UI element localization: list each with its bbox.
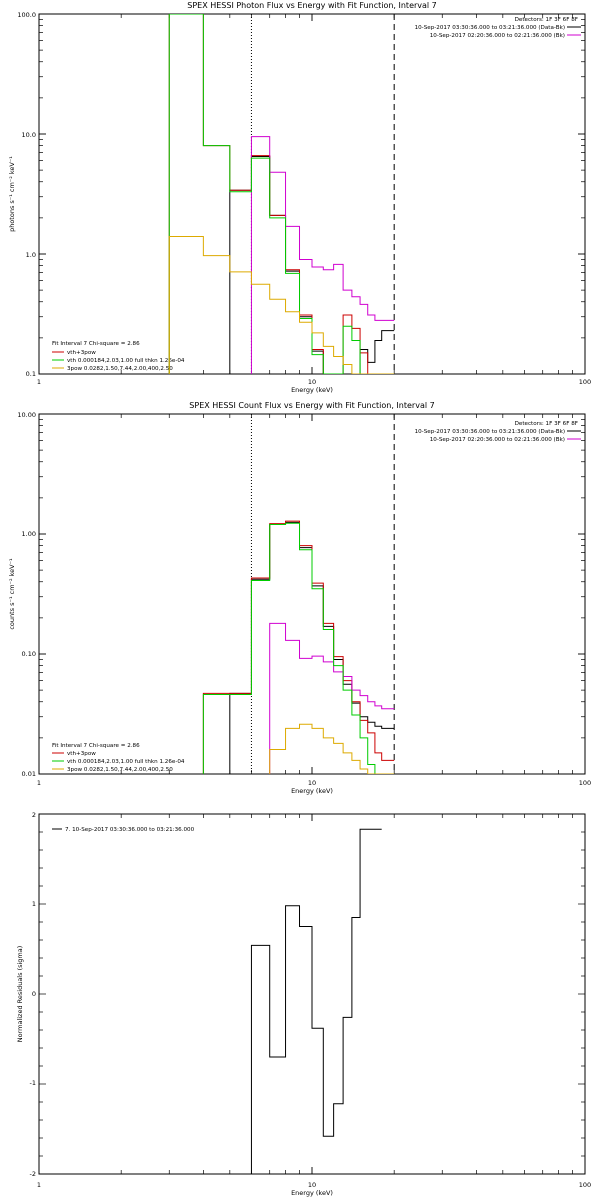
photon-header-line-2: 10-Sep-2017 03:30:36.000 to 03:21:36.000…: [415, 25, 565, 31]
count-legend-label-1: vth+3pow: [67, 751, 96, 757]
residuals-x-label: Energy (keV): [291, 1189, 333, 1197]
photon-series-3pow: [168, 235, 395, 374]
photon-x-tick-100: 100: [579, 378, 591, 386]
photon-x-tick-10: 10: [308, 378, 316, 386]
photon-legend-label-1: vth+3pow: [67, 350, 96, 356]
count-x-label: Energy (keV): [291, 787, 333, 795]
count-legend-label-3: 3pow 0.0282,1.50,7.44,2.00,400,2.50: [67, 767, 173, 773]
photon-y-tick-10: 10.0: [22, 131, 36, 139]
count-series-vth: [202, 522, 395, 774]
photon-y-tick-100: 100.0: [17, 11, 36, 19]
photon-series-vth: [168, 14, 395, 374]
photon-header-line-3: 10-Sep-2017 02:20:36.000 to 02:21:36.000…: [430, 33, 565, 39]
photon-y-tick-1: 1.0: [26, 251, 36, 259]
count-fit-caption: Fit Interval 7 Chi-square = 2.86: [52, 743, 140, 749]
residuals-y-tick-neg1: -1: [30, 1079, 36, 1087]
count-plot-area: [38, 413, 586, 775]
residuals-y-tick-neg2: -2: [30, 1170, 36, 1178]
residuals-x-tick-1: 1: [37, 1181, 41, 1189]
photon-plot-area: [38, 13, 586, 375]
count-y-label: counts s⁻¹ cm⁻² keV⁻¹: [8, 558, 16, 630]
residuals-y-tick-2: 2: [32, 811, 36, 819]
count-y-tick-0.01: 0.01: [22, 770, 36, 778]
count-x-tick-100: 100: [579, 779, 591, 787]
count-series-bk: [269, 622, 395, 774]
count-x-tick-10: 10: [308, 779, 316, 787]
photon-series-bk: [250, 136, 395, 374]
photon-flux-panel: SPEX HESSI Photon Flux vs Energy with Fi…: [8, 1, 591, 394]
count-y-tick-1: 1.00: [22, 530, 36, 538]
photon-x-tick-1: 1: [37, 378, 41, 386]
count-x-tick-1: 1: [37, 779, 41, 787]
residuals-y-tick-1: 1: [32, 900, 36, 908]
photon-fit-caption: Fit Interval 7 Chi-square = 2.86: [52, 341, 140, 347]
count-panel-title: SPEX HESSI Count Flux vs Energy with Fit…: [189, 401, 434, 410]
residuals-x-tick-100: 100: [579, 1181, 591, 1189]
residuals-legend-label: 7. 10-Sep-2017 03:30:36.000 to 03:21:36.…: [65, 827, 195, 833]
residuals-series-residual: [250, 828, 382, 1174]
photon-y-label: photons s⁻¹ cm⁻² keV⁻¹: [8, 156, 16, 232]
photon-legend-label-2: vth 0.000184,2.03,1.00 full thkn 1.26e-0…: [67, 358, 185, 364]
count-series-3pow: [269, 723, 395, 774]
residuals-y-tick-0: 0: [32, 990, 36, 998]
photon-panel-title: SPEX HESSI Photon Flux vs Energy with Fi…: [187, 1, 437, 10]
count-axes-frame: [38, 413, 586, 775]
photon-legend-label-3: 3pow 0.0282,1.50,7.44,2.00,400,2.50: [67, 366, 173, 372]
count-header-line-2: 10-Sep-2017 03:30:36.000 to 03:21:36.000…: [415, 429, 565, 435]
residuals-panel: Energy (keV) Normalized Residuals (sigma…: [16, 811, 591, 1197]
count-series-vth-3pow: [202, 520, 395, 774]
count-header-line-3: 10-Sep-2017 02:20:36.000 to 02:21:36.000…: [430, 437, 565, 443]
count-y-tick-10: 10.00: [17, 411, 36, 419]
count-header-line-1: Detectors: 1F 3F 6F 8F: [515, 421, 578, 427]
residuals-x-tick-10: 10: [308, 1181, 316, 1189]
residuals-y-label: Normalized Residuals (sigma): [16, 946, 24, 1043]
photon-y-tick-0.1: 0.1: [26, 370, 36, 378]
photon-x-label: Energy (keV): [291, 386, 333, 394]
photon-header-line-1: Detectors: 1F 3F 6F 8F: [515, 17, 578, 23]
count-y-tick-0.1: 0.10: [22, 650, 36, 658]
count-flux-panel: SPEX HESSI Count Flux vs Energy with Fit…: [8, 401, 591, 795]
residuals-plot-area: [38, 813, 586, 1175]
count-legend-label-2: vth 0.000184,2.03,1.00 full thkn 1.26e-0…: [67, 759, 185, 765]
